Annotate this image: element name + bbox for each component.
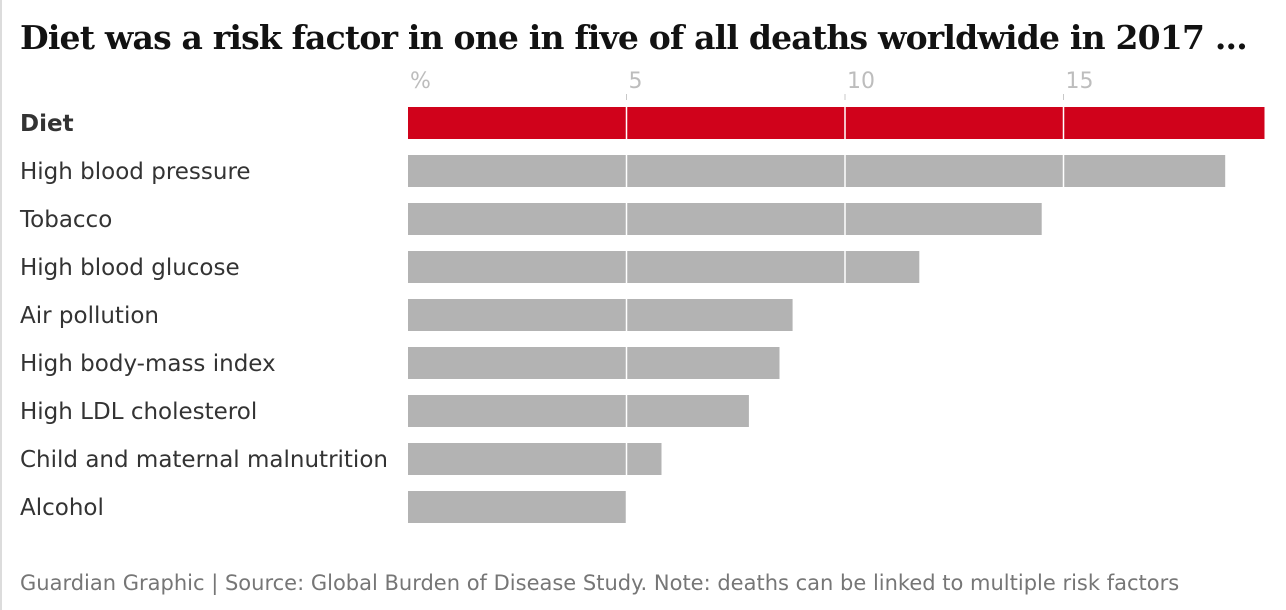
bar bbox=[408, 299, 793, 331]
category-label: High body-mass index bbox=[20, 351, 276, 377]
bar bbox=[408, 395, 749, 427]
bar bbox=[408, 203, 1042, 235]
chart-title: Diet was a risk factor in one in five of… bbox=[20, 18, 1248, 57]
bar bbox=[408, 347, 780, 379]
bar bbox=[408, 491, 627, 523]
category-label: Diet bbox=[20, 111, 74, 137]
bar bbox=[408, 443, 662, 475]
category-label: High LDL cholesterol bbox=[20, 399, 257, 425]
category-label: High blood glucose bbox=[20, 255, 240, 281]
category-label: High blood pressure bbox=[20, 159, 251, 185]
x-tick-label: 5 bbox=[629, 69, 643, 94]
category-label: Child and maternal malnutrition bbox=[20, 447, 388, 473]
x-tick-label: 10 bbox=[847, 69, 875, 94]
x-tick-label: % bbox=[410, 69, 431, 94]
bar bbox=[408, 251, 920, 283]
bar bbox=[408, 155, 1226, 187]
category-label: Tobacco bbox=[19, 207, 112, 233]
category-label: Alcohol bbox=[20, 495, 104, 521]
category-label: Air pollution bbox=[20, 303, 159, 329]
x-tick-label: 15 bbox=[1066, 69, 1094, 94]
source-note: Guardian Graphic | Source: Global Burden… bbox=[20, 571, 1180, 595]
left-border bbox=[0, 0, 2, 610]
bar-highlight bbox=[408, 107, 1265, 139]
